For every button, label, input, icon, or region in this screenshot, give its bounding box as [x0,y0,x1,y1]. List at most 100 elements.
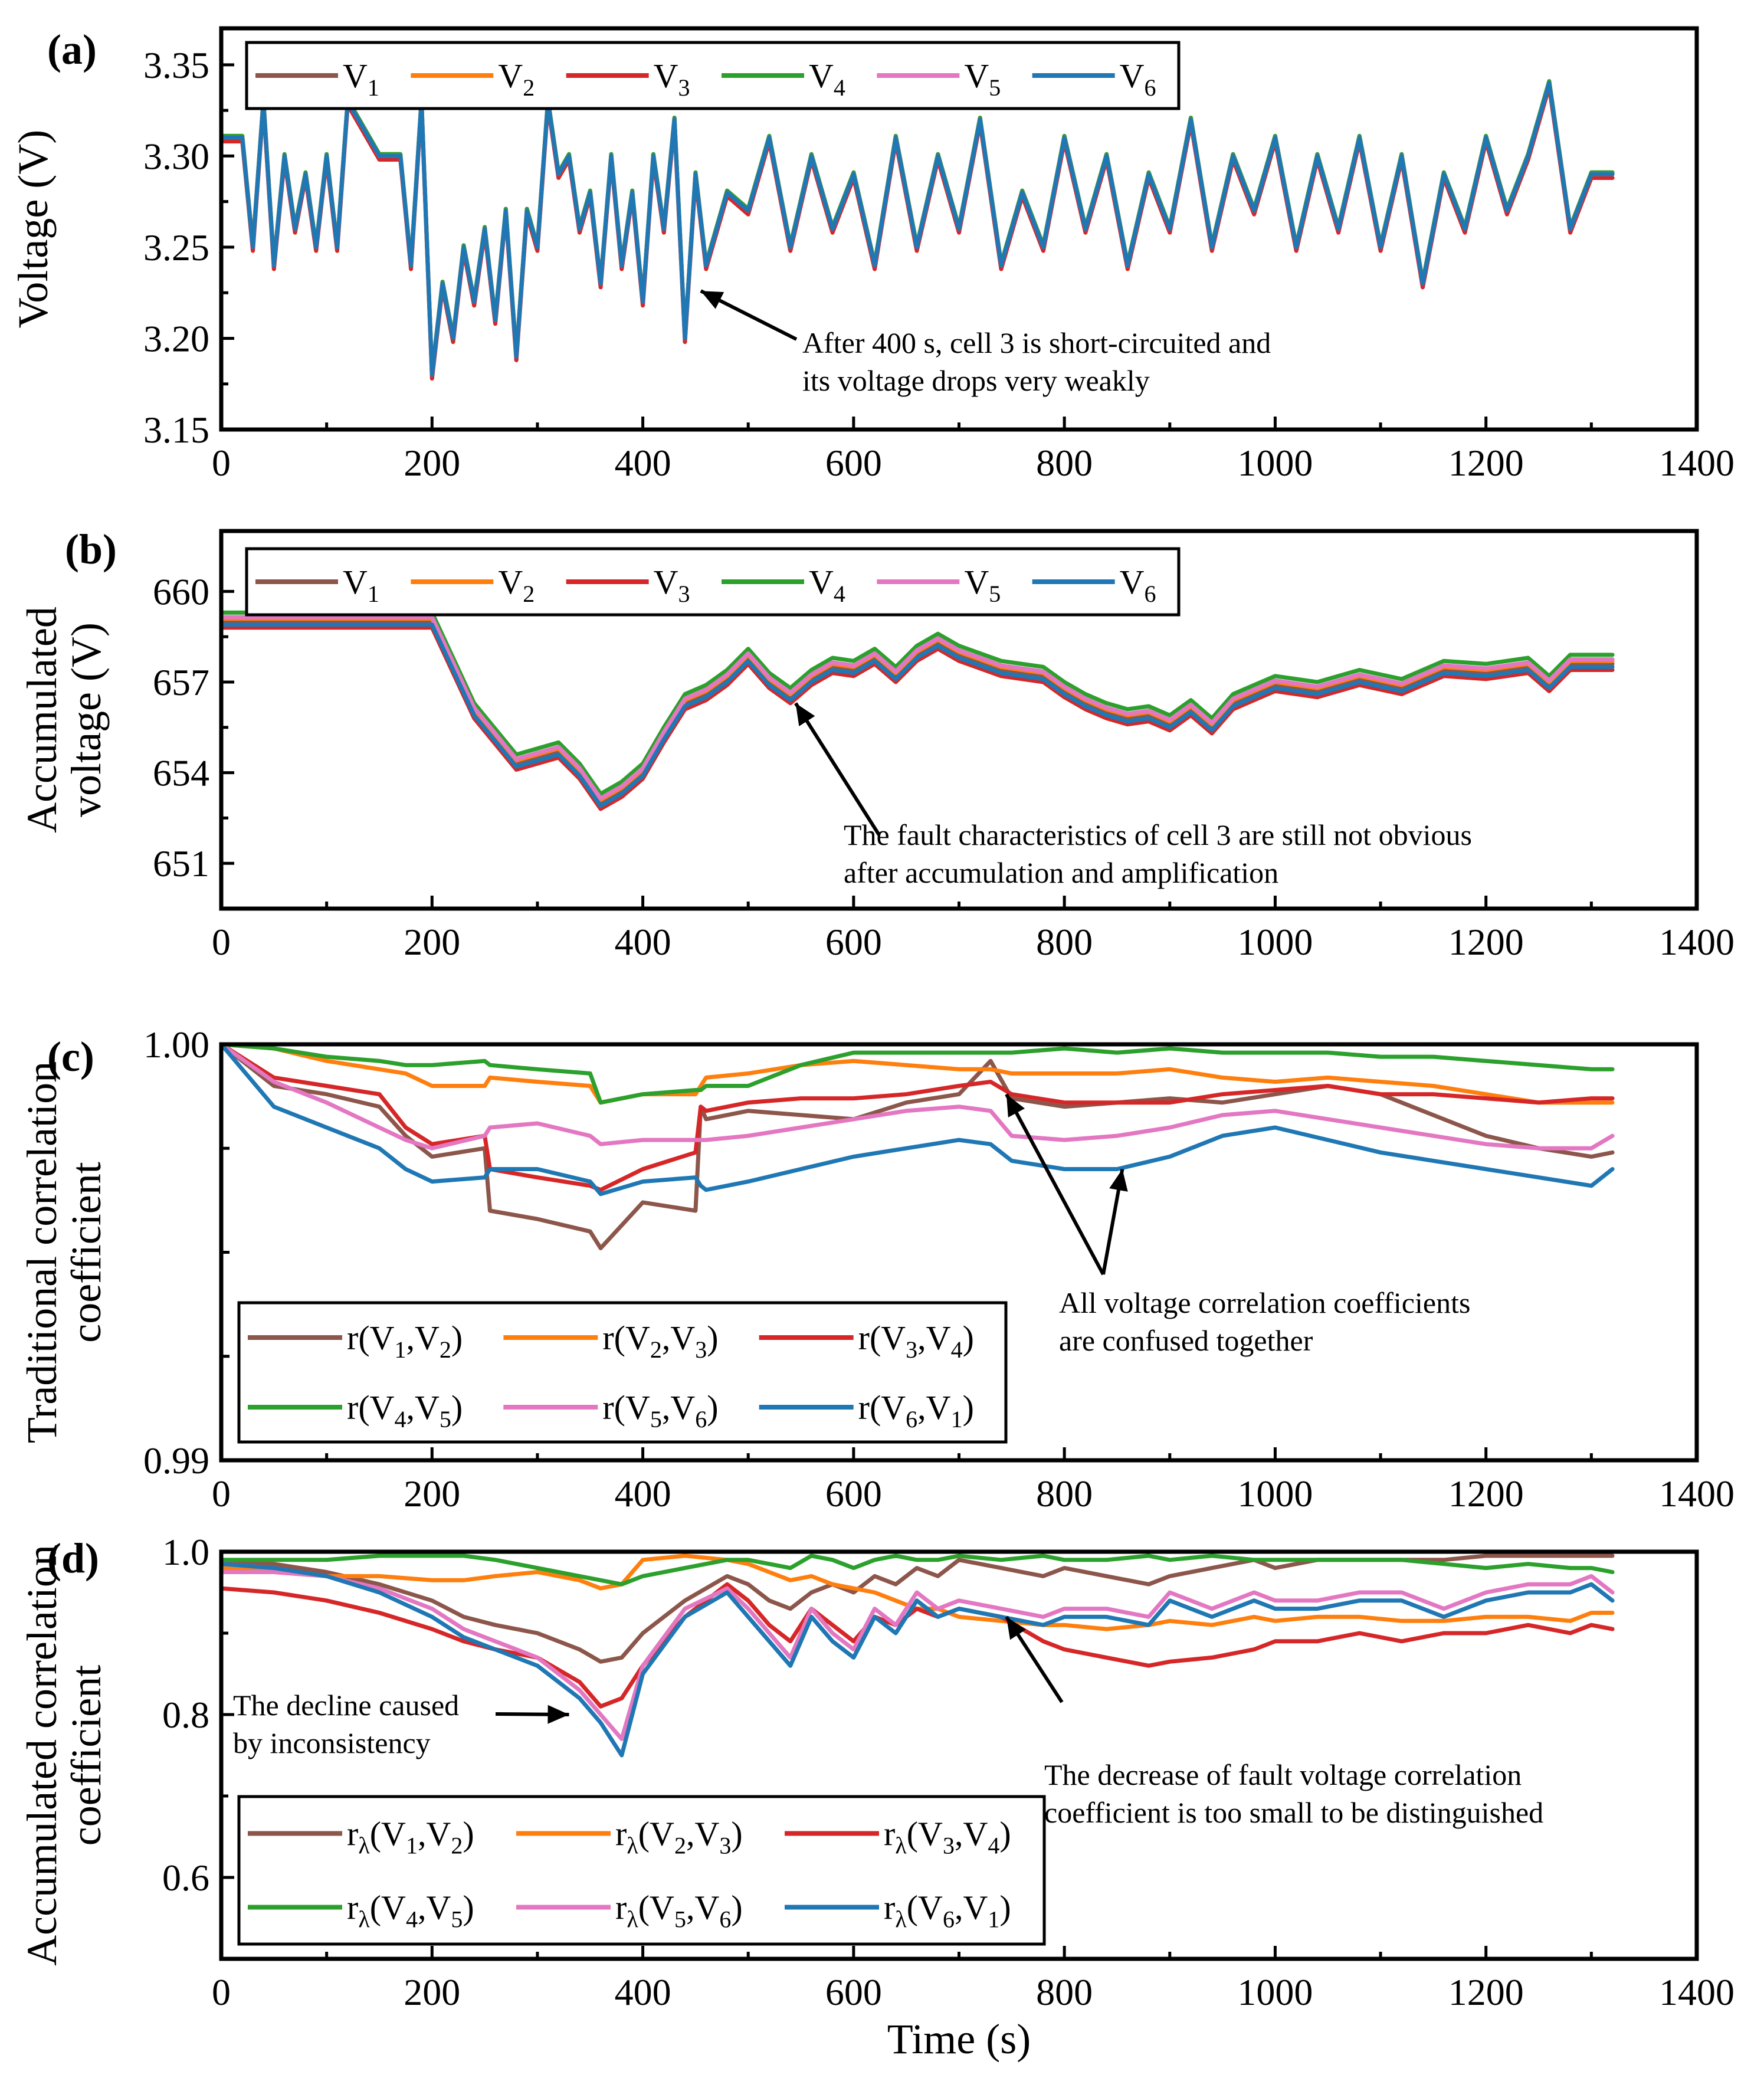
x-tick-label: 400 [615,1473,671,1515]
y-tick-label: 657 [153,661,209,703]
x-tick-label: 800 [1036,921,1093,963]
annotation-text: by inconsistency [233,1726,431,1759]
x-tick-label: 200 [404,1971,460,2013]
y-axis-label: Accumulated correlation [18,1545,65,1966]
arrow-head [700,291,724,309]
y-axis-label: coefficient [63,1162,110,1343]
x-tick-label: 1200 [1448,442,1524,484]
x-tick-label: 1000 [1237,1473,1313,1515]
x-tick-label: 1000 [1237,1971,1313,2013]
y-tick-label: 1.0 [162,1531,209,1573]
x-tick-label: 1200 [1448,921,1524,963]
y-tick-label: 3.15 [143,409,209,451]
x-tick-label: 200 [404,1473,460,1515]
annotation-text: its voltage drops very weakly [802,364,1150,397]
x-tick-label: 1400 [1659,1971,1735,2013]
annotation: All voltage correlation coefficients are … [1005,1093,1470,1357]
legend-box [245,41,1181,110]
annotation-text: The decline caused [233,1689,459,1722]
x-tick-label: 400 [615,921,671,963]
legend-entry: r(V3,V4) [858,1319,974,1363]
x-tick-label: 800 [1036,1971,1093,2013]
legend: V1 V2 V3 V4 V5 V6 [245,547,1181,617]
x-tick-label: 0 [212,1971,231,2013]
annotation-text: coefficient is too small to be distingui… [1044,1796,1543,1829]
y-axis-label: coefficient [63,1665,110,1846]
series-line-series-4 [221,1044,1615,1105]
x-tick-label: 800 [1036,1473,1093,1515]
annotation: The fault characteristics of cell 3 are … [794,702,1472,889]
panel-label: (c) [47,1033,94,1080]
y-tick-label: 1.00 [143,1024,209,1066]
x-tick-label: 600 [825,442,882,484]
series-line-series-2 [221,1044,1615,1105]
legend-box [237,1301,1008,1444]
series-line-V3 [221,625,1615,811]
y-axis-label: Accumulated [18,607,65,833]
annotation: After 400 s, cell 3 is short-circuited a… [700,289,1271,397]
series-line-series-5 [221,1570,1615,1741]
plot-area [221,1044,1615,1250]
legend-entry: V4 [809,57,845,101]
legend: rλ(V1,V2) rλ(V2,V3) rλ(V3,V4)rλ(V4,V5) rλ(V… [237,1795,1046,1946]
x-tick-label: 1000 [1237,921,1313,963]
arrow-head [547,1705,569,1724]
y-axis-label: Voltage (V) [9,130,57,329]
x-tick-label: 1200 [1448,1473,1524,1515]
x-tick-label: 600 [825,1971,882,2013]
arrow-head [1109,1169,1128,1192]
x-tick-label: 1400 [1659,921,1735,963]
x-axis-label: Time (s) [887,2015,1031,2063]
x-tick-label: 1000 [1237,442,1313,484]
series-line-series-2 [221,1553,1615,1631]
y-tick-label: 3.30 [143,135,209,177]
annotation-arrow [794,702,881,836]
plot-area [221,610,1615,811]
x-tick-label: 600 [825,921,882,963]
legend-entry: V5 [964,563,1001,607]
series-line-V6 [221,622,1615,808]
x-tick-label: 400 [615,442,671,484]
y-tick-label: 654 [153,752,209,794]
legend-entry: V3 [654,57,690,101]
x-tick-label: 600 [825,1473,882,1515]
x-tick-label: 200 [404,921,460,963]
legend-box [245,547,1181,617]
panel-label: (d) [47,1535,99,1582]
legend-entry: V4 [809,563,845,607]
series-line-series-6 [221,1562,1615,1758]
arrow-head [795,703,815,726]
y-tick-label: 3.25 [143,227,209,268]
x-tick-label: 800 [1036,442,1093,484]
y-tick-label: 3.20 [143,317,209,359]
annotation-text: are confused together [1059,1324,1313,1357]
y-tick-label: 660 [153,571,209,612]
y-tick-label: 0.99 [143,1440,209,1482]
panel-label: (a) [47,26,97,73]
legend: V1 V2 V3 V4 V5 V6 [245,41,1181,110]
annotation: The decrease of fault voltage correlatio… [1005,1615,1543,1829]
x-tick-label: 200 [404,442,460,484]
series-line-V1 [221,620,1615,805]
plot-area [221,79,1615,381]
arrow-head [1006,1094,1025,1117]
panel-a: 0 200 400 600 800 1000 1200 1400 3.15 3.20 3.25 3.3… [9,26,1735,484]
legend-entry: V5 [964,57,1001,101]
x-tick-label: 0 [212,921,231,963]
y-tick-label: 651 [153,843,209,884]
annotation-text: The decrease of fault voltage correlatio… [1044,1758,1522,1791]
x-tick-label: 1200 [1448,1971,1524,2013]
arrow-head [1006,1617,1026,1640]
y-tick-label: 0.6 [162,1857,209,1899]
annotation-text: All voltage correlation coefficients [1059,1286,1470,1319]
series-line-series-5 [221,1044,1615,1151]
series-line-V4 [221,610,1615,796]
panel-c: 0 200 400 600 800 1000 1200 1400 0.99 1.00 (c)Trad… [18,1024,1735,1515]
y-axis-label: Traditional correlation [18,1061,65,1443]
annotation-text: after accumulation and amplification [844,856,1278,889]
annotation: The decline caused by inconsistency [233,1689,569,1759]
x-tick-label: 1400 [1659,442,1735,484]
annotation-text: After 400 s, cell 3 is short-circuited a… [802,326,1271,359]
panel-b: 0 200 400 600 800 1000 1200 1400 651 654 657 660 (b)… [18,526,1735,963]
